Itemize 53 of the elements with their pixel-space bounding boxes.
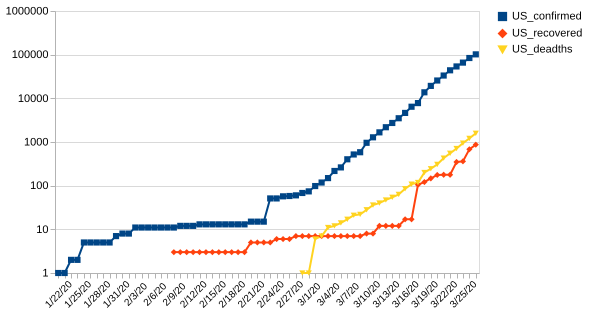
point: [306, 270, 312, 276]
point: [460, 158, 466, 164]
point: [472, 130, 479, 136]
point: [350, 212, 357, 218]
point: [299, 270, 306, 276]
point: [306, 233, 312, 240]
point: [408, 182, 415, 187]
point: [324, 233, 332, 240]
point: [370, 202, 376, 208]
point: [414, 180, 422, 186]
point: [434, 172, 440, 178]
point: [396, 222, 402, 229]
point: [170, 249, 177, 256]
point: [421, 170, 428, 176]
y-tick-label: 100000: [12, 49, 48, 62]
y-tick-label: 1000: [24, 136, 48, 148]
point: [376, 222, 383, 229]
legend-label: US_recovered: [512, 28, 582, 40]
point: [428, 175, 434, 182]
point: [324, 224, 332, 230]
y-tick-label: 10000: [18, 92, 48, 105]
point: [292, 233, 299, 240]
point: [389, 194, 396, 200]
point: [466, 146, 472, 152]
y-tick-label: 10: [36, 224, 48, 236]
y-tick-label: 1: [42, 268, 48, 280]
point: [286, 236, 293, 242]
point: [241, 249, 248, 256]
point: [408, 216, 415, 222]
point: [202, 249, 210, 256]
point: [376, 200, 383, 206]
point: [331, 223, 338, 229]
legend-label: US_confirmed: [512, 10, 582, 22]
point: [421, 178, 428, 186]
point: [338, 220, 344, 226]
point: [363, 207, 370, 212]
y-tick-label: 100: [30, 180, 48, 192]
point: [267, 239, 274, 246]
point: [447, 172, 454, 178]
legend-label: US_deadths: [512, 44, 574, 56]
point: [382, 197, 389, 203]
point: [453, 158, 460, 166]
point: [357, 233, 364, 240]
point: [254, 239, 260, 246]
point: [370, 230, 376, 237]
y-tick-label: 1000000: [6, 6, 48, 18]
point: [196, 249, 203, 256]
point: [344, 216, 350, 222]
point: [274, 236, 280, 242]
point: [331, 233, 338, 240]
point: [363, 230, 370, 237]
point: [472, 142, 479, 148]
point: [260, 239, 267, 246]
